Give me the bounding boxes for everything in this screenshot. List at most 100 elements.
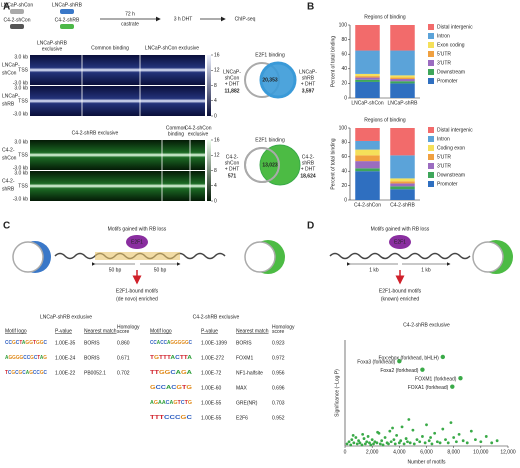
x-tick-label: C4-2-shCon — [354, 202, 381, 208]
point — [474, 438, 477, 442]
table-cell: 0.860 — [117, 340, 130, 346]
label: LNCaP- — [299, 69, 317, 75]
point — [355, 442, 359, 446]
point — [358, 441, 362, 445]
x-tick-label: 4,000 — [393, 449, 406, 455]
table-cell: 0.696 — [272, 385, 285, 391]
bar-segment — [390, 189, 415, 200]
motif-logo: TTG G C A G A — [150, 370, 193, 376]
panel-label: C — [3, 221, 10, 232]
table-cell: 1.00E-55 — [201, 400, 222, 406]
point — [411, 428, 415, 432]
point — [400, 425, 404, 429]
table-header: P-value — [201, 328, 218, 334]
colorbar-label: 12 — [214, 153, 220, 159]
table-title: C4-2-shRB exclusive — [193, 314, 240, 320]
bar-segment — [390, 81, 415, 84]
label: C4-2- — [302, 154, 315, 160]
row-label: C4-2- — [2, 147, 15, 153]
motif-logo: CCACCAGGGGGC — [150, 340, 192, 346]
legend-label: Exon coding — [437, 42, 465, 48]
axis-label: -3.0 kb — [13, 165, 29, 171]
x-tick-label: 8,000 — [447, 449, 460, 455]
point — [362, 437, 366, 440]
bar-segment — [390, 181, 415, 184]
bar-segment — [390, 83, 415, 98]
point — [381, 443, 385, 447]
legend-label: 5'UTR — [437, 51, 451, 57]
point — [469, 429, 473, 433]
table-cell: GRE(NR) — [236, 400, 258, 406]
legend-label: 5'UTR — [437, 154, 451, 160]
table-header: Homology — [117, 324, 140, 330]
point — [350, 438, 354, 442]
y-tick-label: 40 — [341, 66, 347, 72]
label: 1 kb — [369, 267, 379, 273]
point — [420, 367, 425, 372]
legend-swatch — [428, 181, 434, 187]
point — [376, 430, 379, 434]
count: 3,597 — [302, 88, 315, 94]
y-tick-label: 100 — [339, 22, 348, 28]
column-header: Common — [166, 125, 187, 131]
y-tick-label: 80 — [341, 37, 347, 43]
legend-swatch — [428, 154, 434, 160]
bar-segment — [355, 155, 380, 162]
chart-title: C4-2-shRB exclusive — [403, 322, 450, 328]
row-label: LNCaP- — [2, 93, 20, 99]
axis-label: -3.0 kb — [13, 80, 29, 86]
column-header: C4-2-shRB exclusive — [72, 130, 119, 136]
colorbar-label: 0 — [214, 198, 217, 204]
x-tick-label: LNCaP-shRB — [387, 100, 418, 106]
bar-segment — [390, 128, 415, 156]
table-cell: NF1-halfsite — [236, 370, 263, 376]
point — [397, 441, 401, 445]
motif-logo: CCGCTAGGTGGC — [5, 340, 47, 346]
bar-segment — [355, 140, 380, 150]
diagram-c — [12, 235, 285, 285]
column-header: Common binding — [91, 45, 129, 51]
annotation: Foxa3 (forkhead) — [357, 360, 395, 366]
point — [454, 440, 458, 444]
label: + DHT — [301, 166, 316, 172]
bar-segment — [355, 128, 380, 141]
point — [440, 354, 445, 360]
colorbar-label: 8 — [214, 168, 217, 174]
y-tick-label: 20 — [341, 183, 347, 189]
panel-label: D — [307, 221, 314, 232]
y-tick-label: 0 — [344, 95, 347, 101]
table-header: P-value — [55, 328, 72, 334]
bar-segment — [390, 77, 415, 80]
colorbar-label: 16 — [214, 52, 220, 58]
label: C4-2- — [226, 154, 239, 160]
table-cell: 1.00E-60 — [201, 385, 222, 391]
overlap-count: 20,353 — [262, 77, 278, 83]
row-label: shRB — [2, 101, 15, 107]
sample-label: LNCaP-shCon — [1, 2, 33, 8]
panel-label: A — [3, 2, 10, 13]
point — [383, 436, 387, 439]
point — [372, 442, 375, 446]
legend-label: 3'UTR — [437, 60, 451, 66]
table-cell: 1.00E-1399 — [201, 340, 227, 346]
label: LNCaP- — [223, 69, 241, 75]
point — [412, 442, 416, 446]
x-tick-label: 10,000 — [473, 449, 489, 455]
point — [427, 439, 431, 443]
legend-swatch — [428, 136, 434, 142]
bar-segment — [355, 149, 380, 156]
axis-label: 3.0 kb — [14, 85, 28, 91]
table-cell: 0.972 — [272, 355, 285, 361]
bar-segment — [355, 81, 380, 98]
point — [479, 440, 483, 444]
point — [363, 442, 367, 446]
table-cell: 1.00E-55 — [201, 415, 222, 421]
colorbar-label: 4 — [214, 183, 217, 189]
sample-label: C4-2-shRB — [55, 17, 80, 23]
bar-segment — [390, 79, 415, 82]
bar-segment — [355, 168, 380, 172]
label: E2F1-bound motifs — [379, 288, 422, 294]
point — [347, 440, 351, 444]
legend-label: Promoter — [437, 181, 458, 187]
